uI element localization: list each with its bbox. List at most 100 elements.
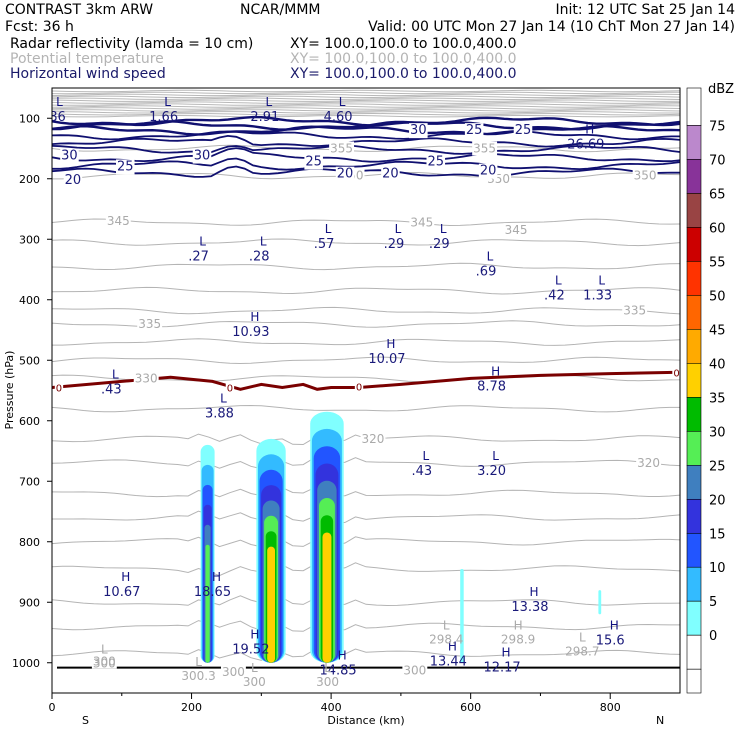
- theta-contour: [52, 536, 680, 548]
- colorbar-swatch: [686, 260, 702, 296]
- label-bg: [622, 303, 648, 318]
- label-bg: [672, 368, 680, 380]
- wind-contour-label: 25: [428, 155, 445, 170]
- theta-contour-label: 300: [222, 665, 245, 679]
- theta-contour-label: 350: [634, 169, 657, 183]
- wind-extremum-kind: H: [212, 570, 221, 584]
- theta-contour-label: 345: [410, 215, 433, 229]
- wind-extremum-kind: L: [555, 274, 562, 288]
- colorbar-swatch: [686, 159, 702, 194]
- forecast-hour: Fcst: 36 h: [5, 19, 74, 35]
- wind-extremum-value: 13.38: [511, 600, 548, 615]
- label-bg: [402, 663, 428, 678]
- wind-contour-label: 30: [410, 123, 427, 138]
- theta-contour: [52, 457, 680, 470]
- colorbar-cap: [686, 668, 702, 694]
- wind-extremum-value: .42: [544, 289, 565, 304]
- colorbar-tick-label: 45: [709, 323, 726, 338]
- theta-contours: [52, 144, 680, 661]
- colorbar-tick-label: 35: [709, 391, 726, 406]
- label-bg: [60, 148, 79, 164]
- colorbar-tick-label: 50: [709, 289, 726, 304]
- wind-extremum-value: .27: [188, 249, 209, 264]
- reflectivity-layer: [322, 532, 332, 663]
- colorbar-swatch: [686, 328, 702, 364]
- wind-extremum-value: 10.07: [368, 352, 405, 367]
- wind-extremum-kind: L: [325, 222, 332, 236]
- theta-contour: [52, 286, 680, 295]
- wind-extremum-kind: L: [422, 449, 429, 463]
- wind-extremum-value: 10.93: [232, 325, 269, 340]
- theta-extremum-value: 300.3: [181, 669, 215, 683]
- zero-contour-label: 0: [356, 382, 362, 393]
- wind-extremum-value: .29: [384, 237, 405, 252]
- strat-theta-line: [52, 97, 680, 101]
- institution-label: NCAR/MMM: [240, 2, 321, 18]
- theta-extremum-kind: H: [514, 618, 523, 632]
- theta-contour: [52, 172, 680, 180]
- plot-frame-bg: [52, 88, 680, 693]
- colorbar-swatch: [686, 532, 702, 568]
- strat-theta-line: [52, 115, 680, 118]
- wind-extremum-kind: L: [487, 249, 494, 263]
- wind-contour-label: 20: [382, 167, 399, 182]
- theta-contour-label: 345: [107, 214, 130, 228]
- strat-theta-line: [52, 91, 680, 95]
- theta-contour: [52, 404, 680, 413]
- label-bg: [133, 371, 159, 386]
- colorbar-swatch: [686, 362, 702, 398]
- field-name-theta: Potential temperature: [10, 51, 164, 67]
- label-bg: [354, 382, 364, 394]
- header: CONTRAST 3km ARW NCAR/MMM Init: 12 UTC S…: [5, 2, 735, 82]
- strat-theta-line: [52, 112, 680, 116]
- theta-contour: [52, 356, 680, 365]
- x-axis-label: Distance (km): [327, 714, 404, 727]
- colorbar-tick-label: 20: [709, 493, 726, 508]
- field-xy-theta: XY= 100.0,100.0 to 100.0,400.0: [290, 51, 517, 67]
- model-title: CONTRAST 3km ARW: [5, 2, 153, 18]
- wind-extremum-value: .29: [429, 237, 450, 252]
- theta-contour-label: 355: [473, 142, 496, 156]
- wind-extremum-kind: L: [164, 95, 171, 109]
- wind-extremum-kind: H: [448, 640, 457, 654]
- reflectivity-layer: [267, 546, 275, 663]
- strat-theta-line: [52, 99, 680, 102]
- wind-extremum-value: .86: [45, 110, 66, 125]
- label-bg: [192, 148, 212, 164]
- colorbar-unit: dBZ: [708, 82, 734, 97]
- theta-extremum-value: 300: [243, 675, 266, 689]
- zero-contour-label: 0: [56, 383, 62, 394]
- wind-extremum-kind: H: [491, 364, 500, 378]
- theta-contour: [52, 218, 680, 227]
- theta-extremum-kind: L: [443, 618, 450, 632]
- colorbar-tick-label: 0: [709, 629, 717, 644]
- wind-extremum-value: 18.65: [194, 585, 231, 600]
- wind-extremum-kind: H: [250, 628, 259, 642]
- colorbar-tick-label: 30: [709, 425, 726, 440]
- wind-extremum-kind: L: [260, 234, 267, 248]
- theta-contour: [52, 562, 680, 577]
- y-tick-label: 300: [19, 233, 40, 246]
- theta-contour-label: 320: [637, 456, 660, 470]
- wind-extremum-value: .43: [411, 464, 432, 479]
- theta-contour-label: 300: [93, 655, 116, 669]
- theta-extremum-kind: L: [251, 661, 258, 675]
- theta-extremum-value: 298.4: [429, 632, 463, 646]
- wind-extremum-value: 15.6: [596, 633, 625, 648]
- colorbar-swatch: [686, 193, 702, 228]
- y-tick-label: 100: [19, 112, 40, 125]
- field-xy-wind: XY= 100.0,100.0 to 100.0,400.0: [290, 66, 517, 82]
- y-tick-label: 900: [19, 596, 40, 609]
- wind-contour-label: 30: [194, 149, 211, 164]
- wind-extremum-kind: L: [598, 274, 605, 288]
- wind-extremum-value: 3.88: [205, 407, 234, 422]
- y-axis-label: Pressure (hPa): [3, 351, 16, 430]
- strat-theta-line: [52, 107, 680, 110]
- wind-extremum-value: .43: [101, 382, 122, 397]
- label-bg: [503, 223, 529, 238]
- wind-extremum-kind: H: [250, 310, 259, 324]
- x-tick-label: 0: [49, 701, 56, 714]
- colorbar-swatch: [686, 430, 702, 466]
- theta-contour-label: 345: [505, 223, 528, 237]
